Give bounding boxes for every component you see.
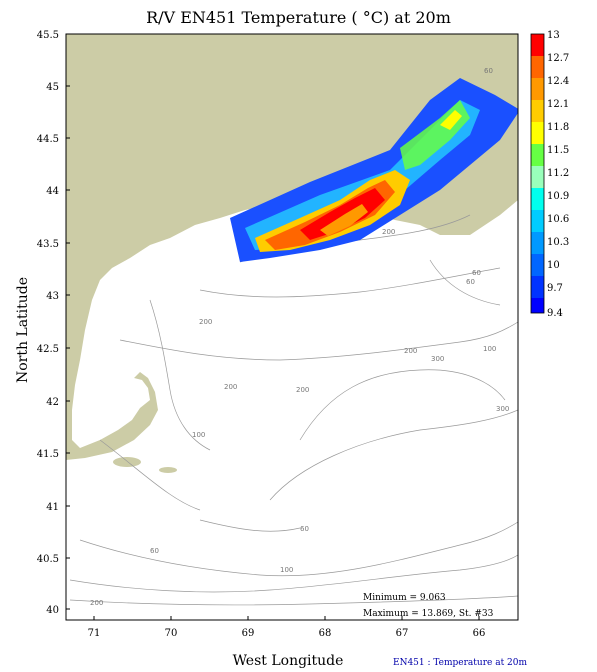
isobath-label: 300 (431, 355, 444, 363)
colorbar-swatch (531, 78, 544, 100)
y-ticks (66, 33, 70, 610)
colorbar-swatch (531, 100, 544, 122)
isobath-label: 200 (224, 383, 237, 391)
isobath-label: 100 (483, 345, 496, 353)
y-tick-label: 42.5 (37, 344, 59, 355)
stats-minimum: Minimum = 9.063 (363, 593, 446, 603)
colorbar-label: 10.3 (547, 237, 569, 248)
footer-caption: EN451 : Temperature at 20m (393, 658, 527, 668)
temperature-field (230, 78, 518, 262)
colorbar-label: 11.8 (547, 122, 569, 133)
plot-frame (65, 33, 519, 621)
y-axis-label: North Latitude (15, 277, 31, 383)
y-tick-label: 43.5 (37, 239, 59, 250)
y-tick-labels: 45.5 45 44.5 44 43.5 43 42.5 42 41.5 41 … (37, 30, 59, 616)
y-tick-label: 40 (46, 605, 59, 616)
colorbar-swatch (531, 34, 544, 56)
y-tick-label: 40.5 (37, 554, 59, 565)
isobath-label: 200 (382, 228, 395, 236)
colorbar-swatch (531, 188, 544, 210)
colorbar-label: 11.2 (547, 168, 569, 179)
colorbar-label: 11.5 (547, 145, 569, 156)
isobath-label: 100 (280, 566, 293, 574)
isobath-label: 200 (296, 386, 309, 394)
colorbar-swatch (531, 144, 544, 166)
isobath-label: 200 (199, 318, 212, 326)
colorbar-swatch (531, 210, 544, 232)
colorbar-swatch (531, 232, 544, 254)
isobath-label: 60 (300, 525, 309, 533)
x-tick-label: 66 (473, 628, 486, 639)
colorbar: 13 12.7 12.4 12.1 11.8 11.5 11.2 10.9 10… (530, 30, 569, 319)
x-ticks (93, 616, 480, 620)
x-tick-label: 69 (242, 628, 255, 639)
colorbar-swatch (531, 122, 544, 144)
isobath-labels: 60 200 200 200 200 60 100 300 300 100 60… (90, 67, 509, 607)
isobath-label: 200 (404, 347, 417, 355)
x-tick-labels: 71 70 69 68 67 66 (88, 628, 486, 639)
land-marthas-vineyard (113, 457, 141, 467)
isobath-label: 60 (150, 547, 159, 555)
stats-maximum: Maximum = 13.869, St. #33 (363, 609, 494, 619)
plot-title: R/V EN451 Temperature ( °C) at 20m (146, 8, 451, 27)
isobath-label: 60 (472, 269, 481, 277)
isobath-label: 200 (90, 599, 103, 607)
colorbar-label: 12.1 (547, 99, 569, 110)
y-tick-label: 42 (46, 397, 59, 408)
colorbar-label: 12.7 (547, 53, 569, 64)
y-tick-label: 41 (46, 502, 59, 513)
isobath-label: 300 (496, 405, 509, 413)
x-tick-label: 70 (165, 628, 178, 639)
isobath-label: 60 (466, 278, 475, 286)
colorbar-swatch (531, 254, 544, 276)
y-tick-label: 45 (46, 82, 59, 93)
colorbar-swatch (531, 298, 544, 313)
colorbar-label: 12.4 (547, 76, 569, 87)
colorbar-swatch (531, 276, 544, 298)
y-tick-label: 44 (46, 186, 59, 197)
colorbar-swatch (531, 166, 544, 188)
colorbar-swatch (531, 56, 544, 78)
isobath-label: 100 (192, 431, 205, 439)
colorbar-label: 10 (547, 260, 560, 271)
x-tick-label: 68 (319, 628, 332, 639)
colorbar-label: 10.6 (547, 214, 569, 225)
colorbar-label: 9.7 (547, 283, 563, 294)
x-tick-label: 71 (88, 628, 101, 639)
y-tick-label: 45.5 (37, 30, 59, 41)
y-tick-label: 44.5 (37, 134, 59, 145)
isobath-label: 60 (484, 67, 493, 75)
x-axis-label: West Longitude (233, 653, 344, 669)
y-tick-label: 43 (46, 291, 59, 302)
x-tick-label: 67 (396, 628, 409, 639)
colorbar-label: 10.9 (547, 191, 569, 202)
isobaths (69, 214, 518, 606)
y-tick-label: 41.5 (37, 449, 59, 460)
colorbar-label: 9.4 (547, 308, 563, 319)
land-nantucket (159, 467, 177, 473)
colorbar-label: 13 (547, 30, 560, 41)
